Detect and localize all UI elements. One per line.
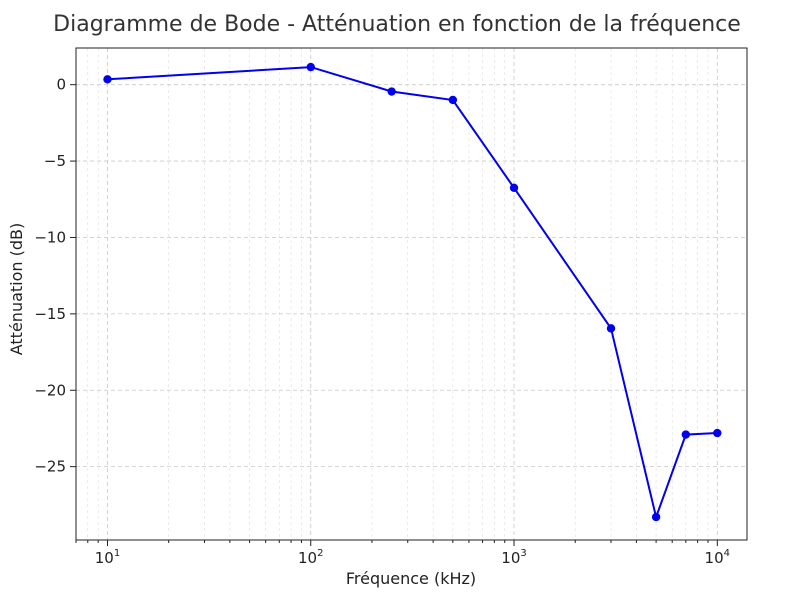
data-point bbox=[651, 512, 661, 522]
data-point bbox=[103, 75, 112, 84]
x-tick-label: 102 bbox=[298, 548, 323, 567]
x-axis-label: Fréquence (kHz) bbox=[346, 569, 476, 588]
data-series bbox=[103, 62, 722, 522]
series-line bbox=[107, 66, 718, 521]
x-tick-exponent: 3 bbox=[520, 548, 526, 559]
plot-frame bbox=[75, 47, 748, 541]
y-tick-label: −20 bbox=[34, 381, 66, 399]
y-tick-label: −25 bbox=[34, 458, 66, 476]
y-tick-label: −15 bbox=[34, 305, 66, 323]
y-axis-label: Atténuation (dB) bbox=[7, 223, 26, 356]
x-axis: 101 102 103 104 bbox=[75, 540, 730, 567]
y-axis: 0 −5 −10 −15 −20 −25 bbox=[34, 76, 76, 476]
x-tick-exponent: 4 bbox=[724, 548, 730, 559]
data-point bbox=[306, 62, 315, 72]
y-tick-label: 0 bbox=[56, 76, 66, 94]
x-tick-base: 10 bbox=[95, 549, 114, 567]
x-tick-label: 103 bbox=[501, 548, 526, 567]
y-tick-label: −5 bbox=[44, 152, 66, 170]
x-tick-exponent: 2 bbox=[317, 548, 323, 559]
data-point bbox=[681, 430, 691, 439]
x-tick-base: 10 bbox=[298, 549, 317, 567]
data-point bbox=[509, 183, 519, 193]
x-tick-label: 101 bbox=[95, 548, 120, 567]
data-point bbox=[387, 87, 396, 96]
data-point bbox=[448, 95, 458, 105]
data-point bbox=[606, 324, 616, 333]
x-tick-label: 104 bbox=[705, 548, 730, 567]
data-point bbox=[713, 428, 722, 438]
y-tick-label: −10 bbox=[34, 228, 66, 246]
x-tick-base: 10 bbox=[705, 549, 724, 567]
chart-title: Diagramme de Bode - Atténuation en fonct… bbox=[53, 12, 741, 37]
x-tick-exponent: 1 bbox=[114, 548, 120, 559]
x-tick-base: 10 bbox=[501, 549, 520, 567]
grid bbox=[75, 48, 747, 540]
